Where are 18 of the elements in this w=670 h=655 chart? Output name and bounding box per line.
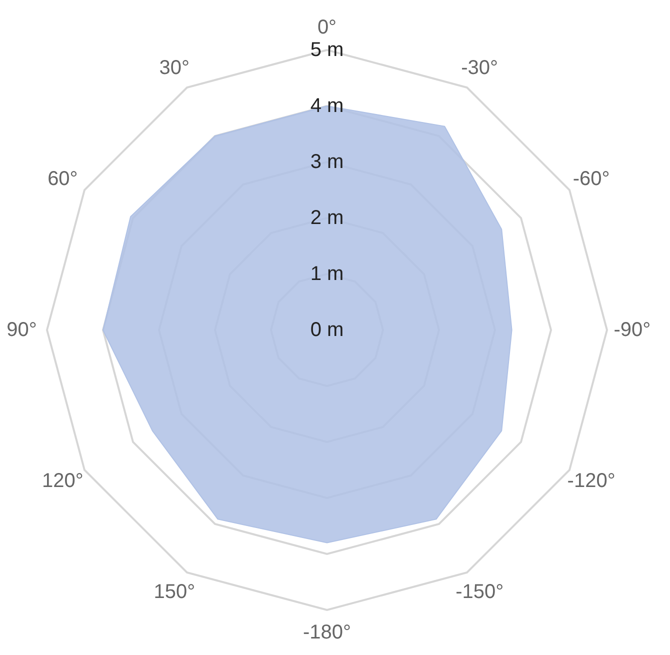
spoke-label: 30° xyxy=(159,57,190,80)
spoke-label: 120° xyxy=(42,470,84,492)
spoke-label: -150° xyxy=(456,580,504,603)
spoke-label: 150° xyxy=(154,580,196,603)
spoke-label: -120° xyxy=(567,470,616,492)
spoke-label: -60° xyxy=(572,168,610,190)
spoke-label: -180° xyxy=(302,621,352,644)
y-tick-label: 5 m xyxy=(310,39,344,61)
spoke-label: 60° xyxy=(48,168,78,190)
y-tick-label: 1 m xyxy=(310,263,344,285)
y-tick-label: 0 m xyxy=(310,319,344,341)
spoke-label: -30° xyxy=(461,57,498,80)
y-tick-label: 3 m xyxy=(310,151,344,173)
y-tick-label: 2 m xyxy=(310,207,344,229)
spoke-label: 0° xyxy=(317,16,337,39)
y-tick-label: 4 m xyxy=(310,95,344,117)
spoke-label: 90° xyxy=(6,319,37,341)
spoke-label: -90° xyxy=(614,319,651,341)
